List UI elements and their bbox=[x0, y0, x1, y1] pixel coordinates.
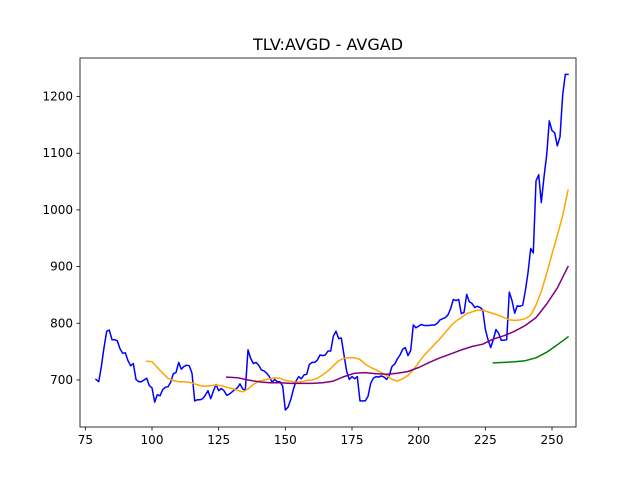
series-line-2 bbox=[145, 189, 569, 393]
y-tick-label: 800 bbox=[50, 316, 73, 330]
axes: 75 100 125 150 175 200 225 250 700 800 900 1000 1100… bbox=[42, 57, 577, 447]
chart-title: TLV:AVGD - AVGAD bbox=[252, 35, 403, 54]
x-tick-label: 200 bbox=[407, 433, 430, 447]
x-tick-label: 175 bbox=[341, 433, 364, 447]
y-tick-label: 900 bbox=[50, 260, 73, 274]
y-tick-label: 700 bbox=[50, 373, 73, 387]
x-tick-label: 75 bbox=[78, 433, 93, 447]
x-tick-label: 100 bbox=[141, 433, 164, 447]
x-tick-label: 150 bbox=[274, 433, 297, 447]
series-line-1 bbox=[94, 73, 569, 411]
plot-frame bbox=[79, 57, 577, 428]
y-tick-label: 1000 bbox=[42, 203, 73, 217]
y-tick-label: 1200 bbox=[42, 90, 73, 104]
series-line-4 bbox=[492, 335, 570, 364]
y-tick-label: 1100 bbox=[42, 146, 73, 160]
series-line-3 bbox=[225, 265, 570, 385]
x-tick-label: 225 bbox=[474, 433, 497, 447]
x-tick-label: 125 bbox=[207, 433, 230, 447]
series-layer bbox=[94, 73, 570, 411]
x-tick-label: 250 bbox=[541, 433, 564, 447]
